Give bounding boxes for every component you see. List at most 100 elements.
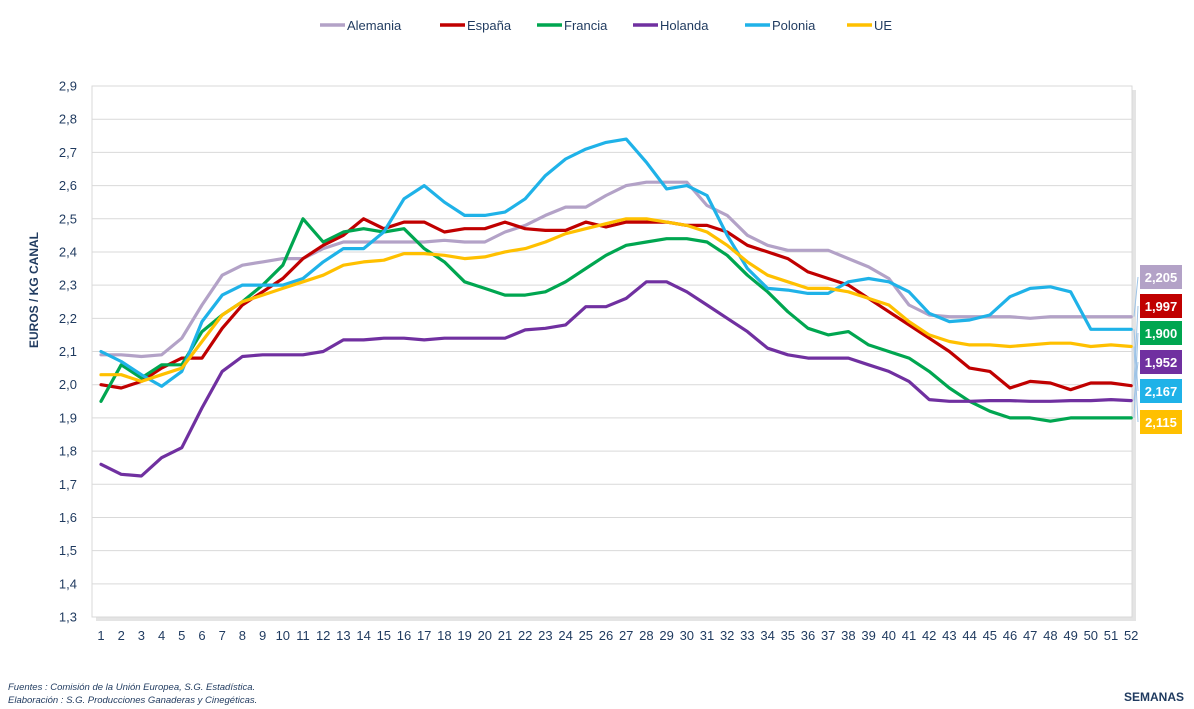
x-tick-label: 50 <box>1084 628 1098 643</box>
x-tick-label: 16 <box>397 628 411 643</box>
x-tick-label: 52 <box>1124 628 1138 643</box>
plot-area <box>91 85 1136 621</box>
x-tick-label: 12 <box>316 628 330 643</box>
series-line-ue <box>99 217 1133 383</box>
legend-entry: Alemania <box>347 18 402 33</box>
x-tick-label: 32 <box>720 628 734 643</box>
end-label-box <box>1140 410 1182 434</box>
y-tick-label: 2,3 <box>59 278 77 293</box>
x-tick-label: 17 <box>417 628 431 643</box>
x-tick-label: 25 <box>579 628 593 643</box>
x-tick-label: 27 <box>619 628 633 643</box>
legend-entry: Polonia <box>772 18 816 33</box>
x-tick-label: 7 <box>219 628 226 643</box>
y-axis-ticks: 1,3 1,4 1,5 1,6 1,7 1,8 1,9 2,0 2,1 2,2 2,3 2,4 2,5 2… <box>59 79 77 625</box>
end-label-leader <box>1133 305 1139 386</box>
end-label-value: 1,952 <box>1145 355 1178 370</box>
x-tick-label: 48 <box>1043 628 1057 643</box>
gridlines <box>92 85 1132 618</box>
x-tick-label: 31 <box>700 628 714 643</box>
x-tick-label: 42 <box>922 628 936 643</box>
series-line-polonia <box>99 137 1133 388</box>
x-tick-label: 29 <box>659 628 673 643</box>
x-tick-label: 22 <box>518 628 532 643</box>
end-label-value: 1,997 <box>1145 299 1178 314</box>
x-tick-label: 43 <box>942 628 956 643</box>
x-axis-label: SEMANAS <box>1123 690 1184 704</box>
x-tick-label: 46 <box>1003 628 1017 643</box>
x-tick-label: 40 <box>882 628 896 643</box>
x-tick-label: 23 <box>538 628 552 643</box>
x-tick-label: 10 <box>276 628 290 643</box>
footnote-sources: Fuentes : Comisión de la Unión Europea, … <box>8 682 256 693</box>
series-line-alemania <box>99 180 1133 359</box>
y-tick-label: 1,7 <box>59 477 77 492</box>
end-label-value: 2,167 <box>1145 384 1178 399</box>
x-axis-ticks: 1 2 3 4 5 6 7 8 9 10 11 12 13 14 15 16 17 18 19 20 21 22 23 24 2… <box>97 628 1138 643</box>
y-axis-label: EUROS / KG CANAL <box>27 232 41 348</box>
y-tick-label: 1,9 <box>59 410 77 425</box>
x-tick-label: 20 <box>478 628 492 643</box>
x-tick-label: 44 <box>962 628 976 643</box>
y-tick-label: 2,6 <box>59 178 77 193</box>
x-tick-label: 26 <box>599 628 613 643</box>
x-tick-label: 4 <box>158 628 165 643</box>
legend: Alemania España Francia Holanda Polonia UE <box>320 18 892 33</box>
end-label-box <box>1140 294 1182 318</box>
x-tick-label: 30 <box>680 628 694 643</box>
x-tick-label: 9 <box>259 628 266 643</box>
x-tick-label: 6 <box>198 628 205 643</box>
x-tick-label: 11 <box>296 628 310 643</box>
end-label-leader <box>1133 276 1139 317</box>
x-tick-label: 34 <box>760 628 774 643</box>
end-label-leader <box>1133 329 1139 392</box>
y-tick-label: 1,5 <box>59 543 77 558</box>
y-tick-label: 1,4 <box>59 576 77 591</box>
end-label-leader <box>1133 346 1139 423</box>
x-tick-label: 24 <box>558 628 572 643</box>
y-tick-label: 2,7 <box>59 145 77 160</box>
y-tick-label: 2,0 <box>59 377 77 392</box>
y-tick-label: 1,3 <box>59 610 77 625</box>
x-tick-label: 37 <box>821 628 835 643</box>
end-labels: 2,205 1,997 1,900 1,952 2,167 2,115 <box>1133 265 1182 434</box>
y-tick-label: 2,2 <box>59 311 77 326</box>
x-tick-label: 45 <box>983 628 997 643</box>
end-label-box <box>1140 379 1182 403</box>
x-tick-label: 38 <box>841 628 855 643</box>
y-tick-label: 1,6 <box>59 510 77 525</box>
y-tick-label: 2,8 <box>59 112 77 127</box>
x-tick-label: 49 <box>1063 628 1077 643</box>
x-tick-label: 8 <box>239 628 246 643</box>
y-tick-label: 2,4 <box>59 244 77 259</box>
x-tick-label: 19 <box>457 628 471 643</box>
series-line-holanda <box>99 280 1133 478</box>
y-tick-label: 2,9 <box>59 79 77 94</box>
x-tick-label: 28 <box>639 628 653 643</box>
x-tick-label: 33 <box>740 628 754 643</box>
x-tick-label: 47 <box>1023 628 1037 643</box>
x-tick-label: 13 <box>336 628 350 643</box>
footnote-elaboration: Elaboración : S.G. Producciones Ganadera… <box>8 695 258 706</box>
y-tick-label: 2,5 <box>59 211 77 226</box>
end-label-box <box>1140 350 1182 374</box>
x-tick-label: 18 <box>437 628 451 643</box>
y-tick-label: 1,8 <box>59 444 77 459</box>
x-tick-label: 14 <box>356 628 370 643</box>
x-tick-label: 2 <box>118 628 125 643</box>
y-tick-label: 2,1 <box>59 344 77 359</box>
end-label-value: 2,205 <box>1145 270 1178 285</box>
legend-entry: Francia <box>564 18 608 33</box>
x-tick-label: 1 <box>97 628 104 643</box>
x-tick-label: 41 <box>902 628 916 643</box>
end-label-box <box>1140 265 1182 289</box>
x-tick-label: 15 <box>377 628 391 643</box>
legend-entry: Holanda <box>660 18 709 33</box>
x-tick-label: 35 <box>781 628 795 643</box>
end-label-value: 2,115 <box>1145 415 1177 430</box>
legend-entry: UE <box>874 18 892 33</box>
x-tick-label: 39 <box>861 628 875 643</box>
x-tick-label: 36 <box>801 628 815 643</box>
series-lines <box>99 137 1133 478</box>
